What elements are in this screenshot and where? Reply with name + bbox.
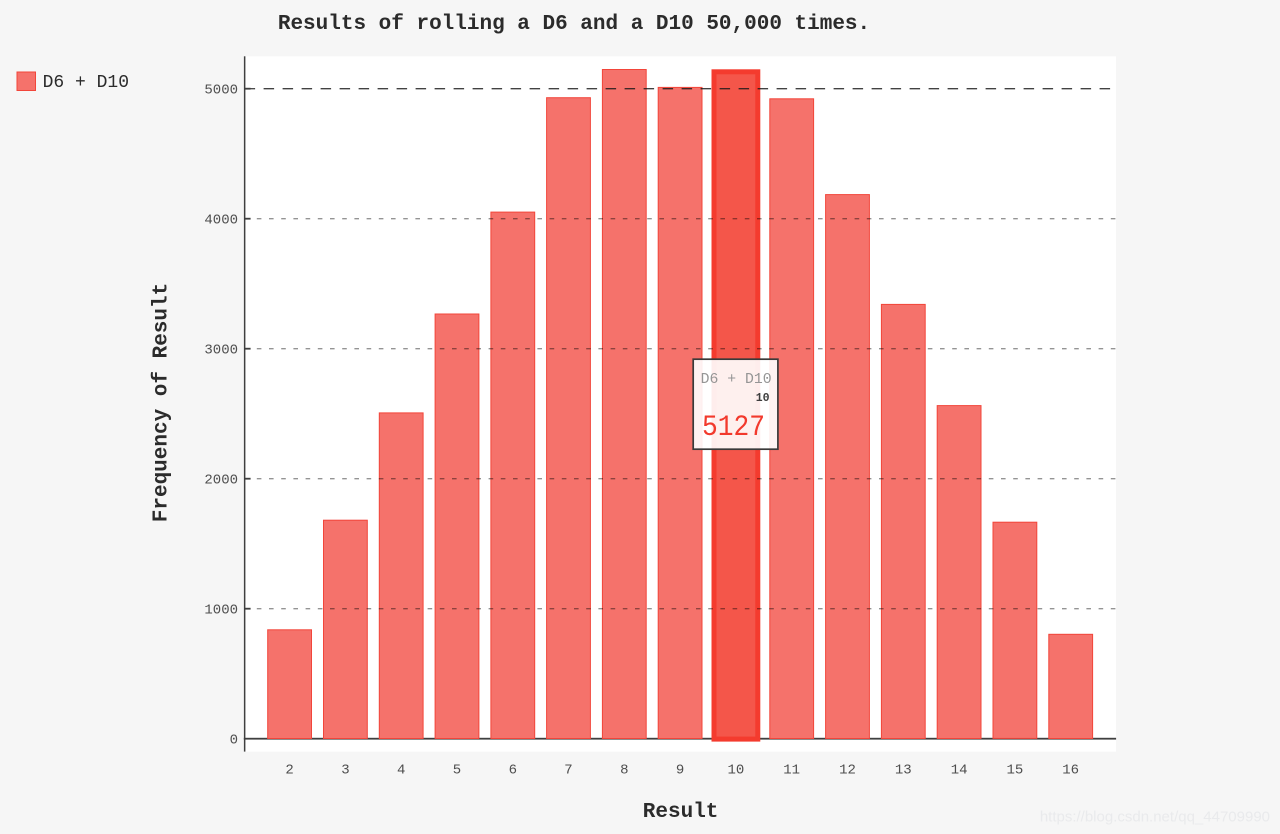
- svg-text:https://blog.csdn.net/qq_44709: https://blog.csdn.net/qq_44709990: [1040, 808, 1270, 825]
- svg-text:11: 11: [783, 762, 800, 778]
- svg-text:Frequency of Result: Frequency of Result: [151, 283, 174, 522]
- svg-text:3: 3: [341, 762, 349, 778]
- svg-text:6: 6: [509, 762, 517, 778]
- svg-text:0: 0: [230, 733, 238, 749]
- svg-text:8: 8: [620, 762, 628, 778]
- svg-text:1000: 1000: [204, 603, 238, 619]
- svg-text:10: 10: [756, 392, 770, 405]
- svg-text:9: 9: [676, 762, 684, 778]
- svg-text:2: 2: [285, 762, 293, 778]
- svg-text:7: 7: [564, 762, 572, 778]
- svg-text:15: 15: [1006, 762, 1023, 778]
- svg-text:3000: 3000: [204, 343, 238, 359]
- svg-text:D6 + D10: D6 + D10: [701, 372, 772, 388]
- svg-text:16: 16: [1062, 762, 1079, 778]
- svg-text:Results of rolling a D6 and a: Results of rolling a D6 and a D10 50,000…: [278, 13, 870, 36]
- svg-text:5000: 5000: [204, 83, 238, 99]
- svg-text:Result: Result: [643, 801, 719, 824]
- svg-text:12: 12: [839, 762, 856, 778]
- svg-text:10: 10: [727, 762, 744, 778]
- svg-text:5127: 5127: [702, 410, 765, 444]
- svg-text:14: 14: [951, 762, 968, 778]
- svg-text:5: 5: [453, 762, 461, 778]
- svg-text:4: 4: [397, 762, 405, 778]
- svg-text:2000: 2000: [204, 473, 238, 489]
- svg-text:4000: 4000: [204, 213, 238, 229]
- svg-text:13: 13: [895, 762, 912, 778]
- svg-text:D6 + D10: D6 + D10: [43, 73, 129, 93]
